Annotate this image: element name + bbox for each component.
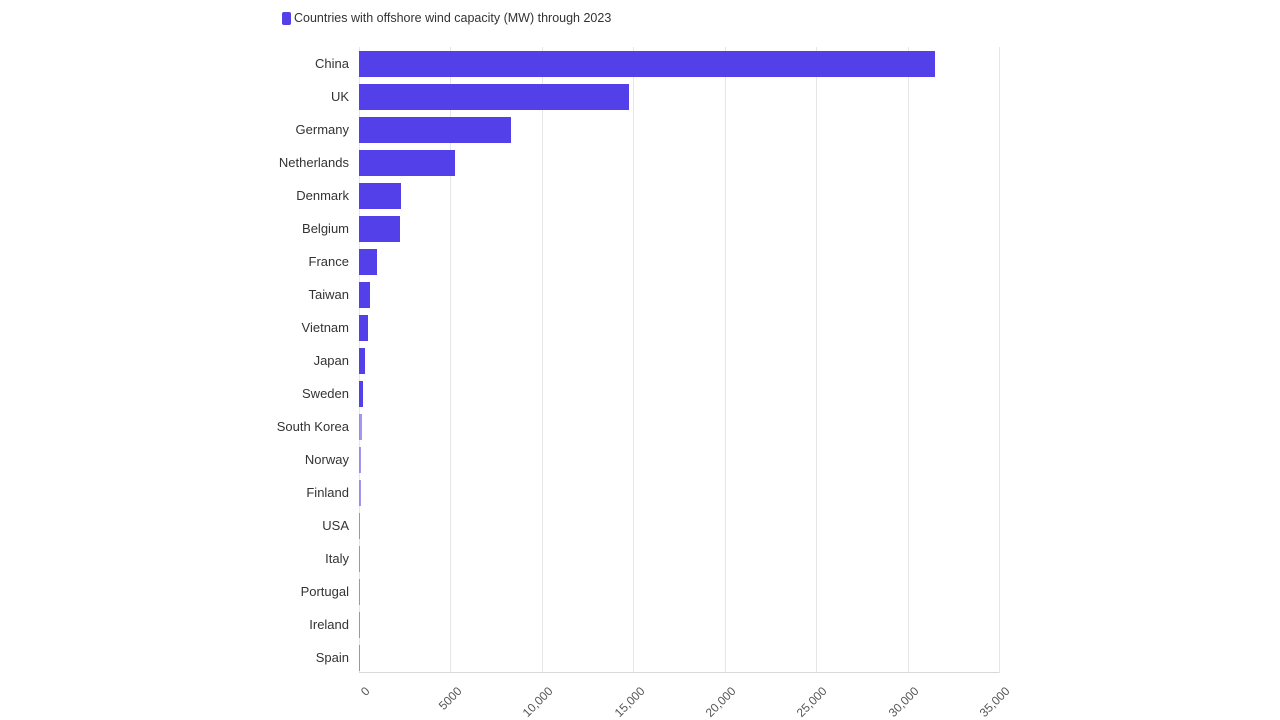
legend: Countries with offshore wind capacity (M… xyxy=(282,11,611,25)
category-label: China xyxy=(315,56,349,71)
category-label: Spain xyxy=(315,650,349,665)
category-label: Sweden xyxy=(302,386,349,401)
category-label: Italy xyxy=(325,551,349,566)
bar-norway[interactable] xyxy=(359,447,361,473)
gridline xyxy=(450,47,452,673)
bar-spain[interactable] xyxy=(359,645,360,671)
bar-italy[interactable] xyxy=(359,546,360,572)
plot-area xyxy=(359,47,1000,673)
gridline xyxy=(816,47,818,673)
x-axis-line xyxy=(359,672,999,673)
category-label: Taiwan xyxy=(308,287,349,302)
category-label: USA xyxy=(322,518,349,533)
bar-japan[interactable] xyxy=(359,348,366,374)
bar-china[interactable] xyxy=(359,51,935,77)
category-label: Belgium xyxy=(302,221,349,236)
x-tick-label: 15,000 xyxy=(611,684,648,720)
bar-uk[interactable] xyxy=(359,84,629,110)
category-label: South Korea xyxy=(276,419,349,434)
category-label: Germany xyxy=(295,122,349,137)
x-tick-label: 0 xyxy=(358,684,373,699)
x-tick-label: 35,000 xyxy=(977,684,1013,720)
bar-sweden[interactable] xyxy=(359,381,363,407)
category-label: France xyxy=(308,254,349,269)
bar-denmark[interactable] xyxy=(359,183,402,209)
x-tick-label: 5000 xyxy=(435,684,465,713)
bar-netherlands[interactable] xyxy=(359,150,455,176)
bar-vietnam[interactable] xyxy=(359,315,368,341)
gridline xyxy=(724,47,726,673)
category-label: Japan xyxy=(313,353,349,368)
category-label: Vietnam xyxy=(301,320,349,335)
gridline xyxy=(907,47,909,673)
category-label: Portugal xyxy=(300,584,349,599)
x-tick-label: 25,000 xyxy=(794,684,831,720)
x-tick-label: 20,000 xyxy=(702,684,739,720)
bar-finland[interactable] xyxy=(359,480,361,506)
category-label: Ireland xyxy=(309,617,349,632)
gridline xyxy=(999,47,1000,673)
bar-france[interactable] xyxy=(359,249,377,275)
bar-belgium[interactable] xyxy=(359,216,401,242)
legend-label: Countries with offshore wind capacity (M… xyxy=(294,11,612,25)
bar-ireland[interactable] xyxy=(359,612,360,638)
category-label: Denmark xyxy=(296,188,349,203)
bar-south-korea[interactable] xyxy=(359,414,362,440)
category-label: Norway xyxy=(304,452,349,467)
category-label: UK xyxy=(330,89,349,104)
x-tick-label: 30,000 xyxy=(885,684,922,720)
x-tick-label: 10,000 xyxy=(519,684,556,720)
bar-usa[interactable] xyxy=(359,513,360,539)
bar-taiwan[interactable] xyxy=(359,282,370,308)
gridline xyxy=(633,47,635,673)
bar-germany[interactable] xyxy=(359,117,511,143)
category-label: Finland xyxy=(306,485,349,500)
legend-swatch xyxy=(282,11,291,25)
category-label: Netherlands xyxy=(278,155,349,170)
gridline xyxy=(541,47,543,673)
bar-portugal[interactable] xyxy=(359,579,360,605)
